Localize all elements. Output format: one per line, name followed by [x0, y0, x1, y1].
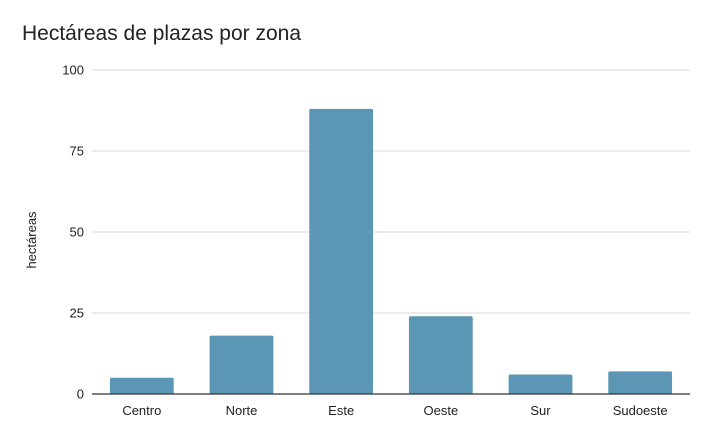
x-tick-label: Centro	[122, 403, 161, 418]
x-tick-label: Oeste	[423, 403, 458, 418]
y-tick-label: 75	[70, 144, 84, 159]
bar-centro	[109, 377, 174, 394]
x-tick-label: Este	[328, 403, 354, 418]
bar-norte	[209, 335, 274, 394]
x-tick-label: Norte	[226, 403, 258, 418]
chart-title: Hectáreas de plazas por zona	[22, 22, 301, 45]
y-tick-label: 25	[70, 306, 84, 321]
x-tick-label: Sudoeste	[613, 403, 668, 418]
bar-sur	[508, 374, 573, 394]
y-tick-label: 100	[62, 63, 84, 78]
bar-sudoeste	[608, 371, 673, 394]
gridlines	[92, 69, 690, 314]
bars	[109, 108, 673, 394]
labels: hectáreas 0 25 50 75 100 Centro Norte Este Oeste…	[24, 63, 668, 419]
bar-oeste	[408, 316, 473, 394]
x-tick-label: Sur	[530, 403, 551, 418]
y-tick-label: 0	[77, 387, 84, 402]
bar-este	[309, 108, 374, 394]
y-axis-title: hectáreas	[24, 211, 39, 269]
y-tick-label: 50	[70, 225, 84, 240]
